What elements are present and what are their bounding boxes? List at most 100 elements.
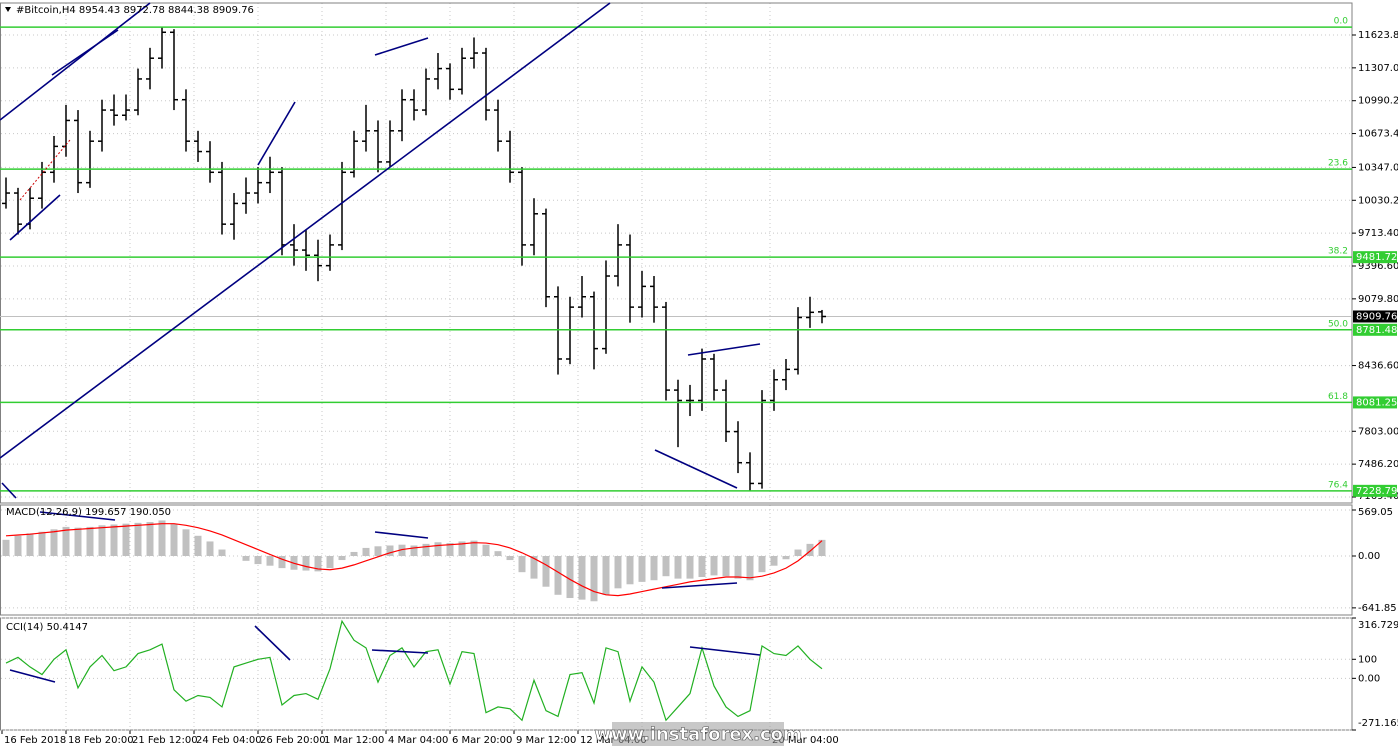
watermark-box <box>612 722 784 746</box>
macd-bar <box>590 555 598 602</box>
label-layer: 0.0 23.6 38.2 9481.72 50.0 8781.48 61.8 8081.25… <box>1328 17 1397 497</box>
macd-bar <box>458 541 466 556</box>
x-tick-label: 4 Mar 04:00 <box>388 735 448 746</box>
fib-price-label: 8081.25 <box>1356 397 1397 408</box>
macd-bar <box>182 529 190 556</box>
signal-readout: 190.050 <box>130 507 171 518</box>
cci-header: CCI(14) 50.4147 <box>6 622 88 633</box>
x-tick-label: 9 Mar 12:00 <box>516 735 576 746</box>
macd-bar <box>86 526 94 556</box>
marks-layer <box>0 26 1352 722</box>
macd-bar <box>158 520 166 556</box>
trend-line <box>0 2 611 459</box>
trend-line <box>371 649 429 654</box>
close-readout: 8909.76 <box>213 5 254 16</box>
macd-bar <box>170 523 178 556</box>
macd-bar <box>818 539 826 556</box>
macd-header: MACD(12,26,9) 199.657 190.050 <box>6 507 171 518</box>
trend-line <box>9 669 56 683</box>
fib-price-box <box>1353 251 1397 264</box>
current-price-box <box>1353 310 1397 323</box>
fib-level-name: 76.4 <box>1328 480 1348 490</box>
cci-title: CCI(14) <box>6 622 44 633</box>
macd-bar <box>746 555 754 581</box>
y-tick-label: 7803.00 <box>1358 426 1398 437</box>
macd-bar <box>74 527 82 556</box>
y-tick-label: 9079.80 <box>1358 294 1398 305</box>
macd-bar <box>242 555 250 561</box>
macd-bar <box>554 555 562 595</box>
y-tick-label: 569.05 <box>1358 507 1393 518</box>
y-tick-label: 10030.20 <box>1358 195 1398 206</box>
x-tick-label: 24 Feb 04:00 <box>196 735 262 746</box>
y-tick-label: 9713.40 <box>1358 228 1398 239</box>
trend-line <box>257 101 296 166</box>
y-tick-label: -641.85 <box>1358 603 1397 614</box>
macd-bar <box>194 535 202 556</box>
macd-bar <box>734 555 742 579</box>
symbol: #Bitcoin,H4 <box>16 5 76 16</box>
macd-bar <box>518 555 526 573</box>
y-tick-label: 11307.00 <box>1358 63 1398 74</box>
y-tick-label: 7486.20 <box>1358 459 1398 470</box>
y-tick-label: 8436.60 <box>1358 361 1398 372</box>
fib-level-name: 61.8 <box>1328 392 1348 402</box>
x-tick-label: 6 Mar 20:00 <box>452 735 512 746</box>
current-price-label: 8909.76 <box>1356 311 1397 322</box>
macd-bar <box>578 555 586 600</box>
macd-bar <box>758 555 766 573</box>
macd-bar <box>686 555 694 579</box>
trend-line <box>39 511 116 521</box>
macd-bar <box>14 535 22 556</box>
macd-bar <box>650 555 658 581</box>
trend-line <box>661 582 738 589</box>
macd-bar <box>506 555 514 561</box>
low-readout: 8844.38 <box>168 5 209 16</box>
macd-bar <box>398 544 406 556</box>
y-tick-label: 0.00 <box>1358 551 1380 562</box>
macd-bar <box>434 542 442 556</box>
x-tick-label: 21 Feb 12:00 <box>132 735 198 746</box>
macd-bar <box>38 531 46 556</box>
y-tick-label: 10673.40 <box>1358 129 1398 140</box>
macd-bar <box>806 543 814 556</box>
macd-bar <box>326 555 334 569</box>
y-tick-label: 10347.00 <box>1358 162 1398 173</box>
macd-bar <box>782 555 790 560</box>
fib-price-box <box>1353 396 1397 409</box>
panel-frame <box>0 504 1353 616</box>
macd-bar <box>2 539 10 556</box>
watermark: www.instaforex.com <box>594 724 802 745</box>
trend-line <box>374 37 429 56</box>
macd-bar <box>602 555 610 595</box>
y-tick-label: 10990.20 <box>1358 96 1398 107</box>
macd-bar <box>134 522 142 556</box>
macd-bar <box>374 546 382 556</box>
panel-frame <box>0 2 1353 504</box>
high-readout: 8972.78 <box>123 5 164 16</box>
macd-bar <box>794 549 802 556</box>
macd-bar <box>566 555 574 599</box>
fib-price-box <box>1353 484 1397 497</box>
macd-bar <box>98 525 106 556</box>
macd-bar <box>770 555 778 566</box>
trend-line <box>374 531 429 539</box>
macd-bar <box>638 555 646 582</box>
y-tick-label: 100 <box>1358 654 1377 665</box>
macd-bar <box>446 543 454 556</box>
x-tick-label: 20 Mar 04:00 <box>772 735 839 746</box>
macd-bar <box>362 547 370 556</box>
macd-bar <box>710 555 718 576</box>
macd-bar <box>530 555 538 579</box>
fib-price-label: 8781.48 <box>1356 325 1397 336</box>
macd-bar <box>626 555 634 585</box>
macd-bar <box>302 555 310 571</box>
macd-bar <box>26 533 34 556</box>
y-tick-label: 9396.60 <box>1358 261 1398 272</box>
macd-bar <box>422 543 430 556</box>
trend-line <box>9 194 61 241</box>
fib-level-name: 0.0 <box>1334 17 1349 27</box>
